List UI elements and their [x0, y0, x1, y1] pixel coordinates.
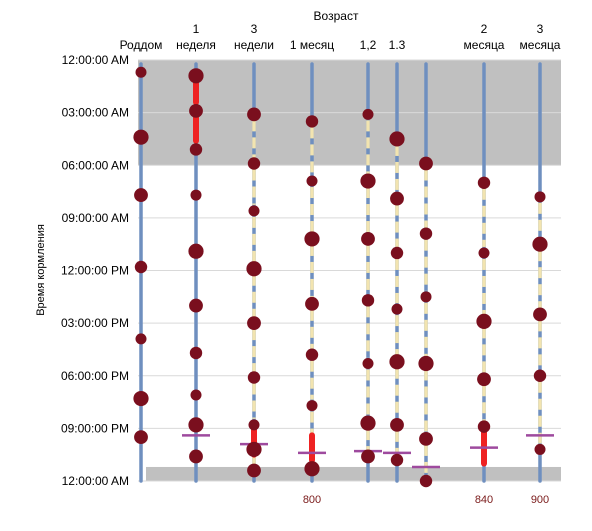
feeding-dot: [390, 191, 404, 206]
feeding-dot: [134, 188, 148, 202]
y-tick-label: 03:00:00 PM: [61, 316, 129, 330]
feeding-dot: [188, 417, 204, 433]
feeding-dot: [534, 191, 546, 203]
feeding-dot: [390, 417, 404, 432]
feeding-dot: [361, 294, 375, 307]
feeding-dot: [305, 115, 319, 128]
column-layer: [133, 62, 554, 488]
feeding-dot: [189, 143, 203, 156]
y-tick-label: 09:00:00 PM: [61, 421, 129, 435]
feeding-dot: [306, 175, 318, 187]
feeding-dot: [134, 430, 148, 445]
feeding-dot: [389, 131, 405, 147]
column-header-line2: 1.3: [389, 38, 406, 52]
feeding-dot: [533, 369, 547, 382]
column-header-line2: 1 месяц: [290, 38, 334, 52]
feeding-dot: [419, 432, 433, 446]
y-tick-label: 12:00:00 AM: [62, 53, 129, 67]
column-header-line1: 1: [193, 22, 200, 36]
feeding-dot: [477, 372, 491, 387]
top-axis-title: Возраст: [314, 9, 359, 23]
column-header-line1: 3: [251, 22, 258, 36]
feeding-dot: [135, 333, 147, 345]
feeding-dot: [134, 260, 148, 274]
y-tick-label: 03:00:00 AM: [62, 106, 129, 120]
gridline-layer: [138, 59, 561, 482]
column-header-line2: месяца: [464, 38, 505, 52]
feeding-dot: [419, 474, 433, 488]
y-tick-label: 09:00:00 AM: [62, 211, 129, 225]
feeding-dot: [246, 261, 262, 277]
feeding-dot: [306, 400, 318, 412]
feeding-dot: [304, 461, 320, 477]
feeding-dot: [305, 296, 319, 311]
feeding-dot: [189, 346, 203, 360]
feeding-dot: [135, 66, 147, 78]
feeding-dot: [534, 443, 546, 455]
column-header-line2: 1,2: [360, 38, 377, 52]
feeding-dot: [360, 173, 376, 189]
feeding-dot: [478, 247, 490, 259]
feeding-dot: [247, 157, 261, 170]
feeding-dot: [361, 449, 375, 464]
feeding-dot: [248, 205, 260, 217]
feeding-dot: [304, 231, 320, 247]
feeding-dot: [189, 103, 203, 118]
feeding-dot: [190, 189, 202, 201]
column-footer-value: 840: [475, 494, 493, 506]
column-header-line1: 3: [537, 22, 544, 36]
feeding-dot: [133, 390, 149, 407]
feeding-dot: [419, 156, 433, 171]
column-header-line2: Роддом: [120, 38, 163, 52]
feeding-dot: [390, 453, 404, 467]
y-tick-label: 12:00:00 PM: [61, 264, 129, 278]
feeding-dot: [190, 389, 202, 401]
feeding-dot: [533, 307, 547, 322]
y-tick-label: 06:00:00 AM: [62, 158, 129, 172]
feeding-dot: [477, 420, 491, 433]
y-tick-label: 12:00:00 AM: [62, 474, 129, 488]
label-layer: Возраст Время кормления 12:00:00 AM 03:00…: [35, 9, 561, 506]
feeding-dot: [418, 355, 434, 372]
feeding-dot: [188, 68, 204, 84]
column-footer-value: 900: [531, 494, 549, 506]
feeding-dot: [133, 129, 149, 145]
feeding-dot: [247, 463, 261, 478]
feeding-dot: [419, 227, 433, 240]
feeding-dot: [188, 243, 204, 259]
night-shade-band: [146, 466, 561, 481]
feeding-dot: [361, 232, 375, 246]
feeding-dot: [248, 419, 260, 431]
feeding-dot: [247, 107, 261, 122]
feeding-dot: [247, 316, 261, 331]
feeding-dot: [389, 354, 405, 370]
column-header-line2: недели: [234, 38, 274, 52]
y-tick-label: 06:00:00 PM: [61, 369, 129, 383]
feeding-dot: [362, 357, 374, 369]
feeding-dot: [247, 371, 261, 384]
feeding-dot: [390, 246, 404, 260]
feeding-dot: [360, 415, 376, 431]
feeding-dot: [189, 298, 203, 313]
feeding-dot: [532, 236, 548, 252]
column-header-line2: неделя: [176, 38, 216, 52]
column-footer-value: 800: [303, 494, 321, 506]
feeding-dot: [477, 176, 491, 189]
feeding-dot: [391, 303, 403, 315]
feeding-dot: [476, 313, 492, 329]
feeding-dot: [189, 449, 203, 464]
column-header-line2: месяца: [520, 38, 561, 52]
feeding-dot: [362, 108, 374, 120]
feeding-dot: [305, 348, 319, 361]
column-header-line1: 2: [481, 22, 488, 36]
feeding-dot: [420, 291, 432, 303]
y-axis-title: Время кормления: [35, 224, 47, 316]
feeding-dot: [246, 441, 262, 458]
